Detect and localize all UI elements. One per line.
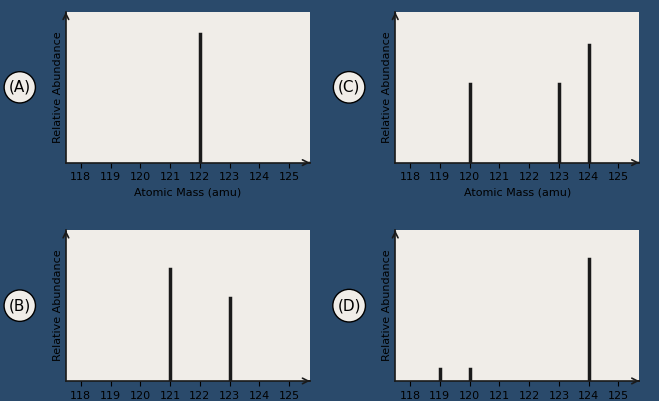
Y-axis label: Relative Abundance: Relative Abundance xyxy=(382,32,393,143)
Text: (C): (C) xyxy=(338,80,360,95)
Y-axis label: Relative Abundance: Relative Abundance xyxy=(382,250,393,361)
Y-axis label: Relative Abundance: Relative Abundance xyxy=(53,250,63,361)
X-axis label: Atomic Mass (amu): Atomic Mass (amu) xyxy=(464,188,571,198)
Y-axis label: Relative Abundance: Relative Abundance xyxy=(53,32,63,143)
Text: (D): (D) xyxy=(337,298,361,313)
Text: (A): (A) xyxy=(9,80,31,95)
X-axis label: Atomic Mass (amu): Atomic Mass (amu) xyxy=(134,188,241,198)
Text: (B): (B) xyxy=(9,298,31,313)
